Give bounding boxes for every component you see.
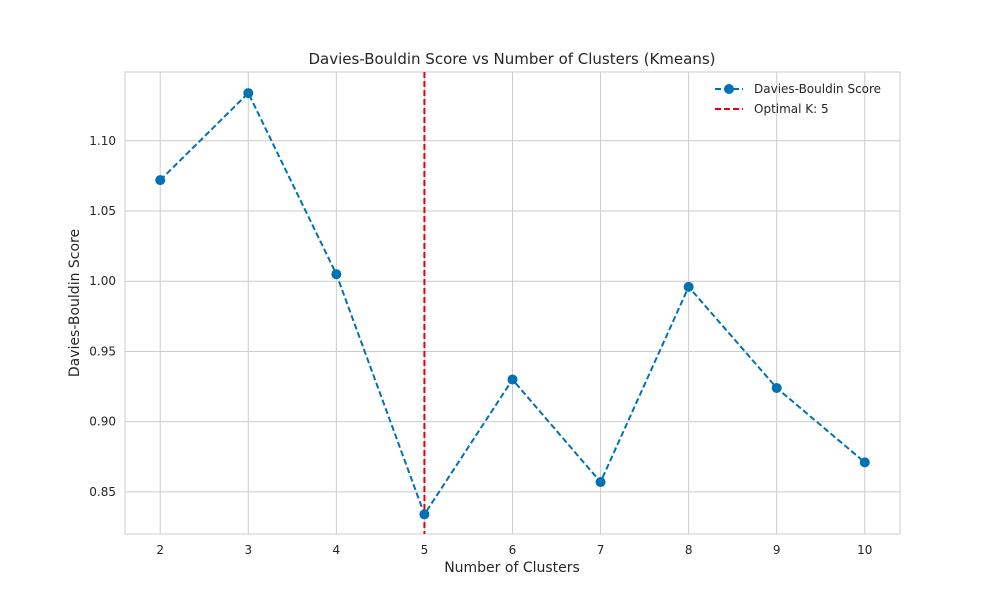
x-tick-label: 2 [156, 543, 164, 557]
x-tick-label: 8 [685, 543, 693, 557]
data-point [771, 382, 782, 393]
x-axis: 2 3 4 5 6 7 8 9 10 [156, 543, 872, 557]
legend-label-optimal: Optimal K: 5 [754, 102, 829, 116]
y-tick-label: 0.95 [89, 344, 116, 358]
legend-label-score: Davies-Bouldin Score [754, 82, 881, 96]
data-point [155, 175, 166, 186]
data-point [859, 457, 870, 468]
data-point [331, 269, 342, 280]
x-tick-label: 6 [509, 543, 517, 557]
data-point [419, 509, 430, 520]
x-tick-label: 10 [857, 543, 872, 557]
data-point [243, 88, 254, 99]
data-point [683, 281, 694, 292]
x-tick-label: 9 [773, 543, 781, 557]
series-layer [155, 88, 870, 520]
y-axis: 0.85 0.90 0.95 1.00 1.05 1.10 [89, 134, 116, 499]
data-point [507, 374, 518, 385]
legend-marker-score [724, 84, 734, 94]
x-tick-label: 3 [244, 543, 252, 557]
x-tick-label: 7 [597, 543, 605, 557]
data-point [595, 477, 606, 488]
plot-area [124, 71, 901, 535]
chart-title: Davies-Bouldin Score vs Number of Cluste… [308, 50, 715, 68]
legend: Davies-Bouldin Score Optimal K: 5 [715, 82, 881, 116]
y-tick-label: 0.90 [89, 415, 116, 429]
x-axis-title: Number of Clusters [444, 560, 580, 576]
y-tick-label: 0.85 [89, 485, 116, 499]
y-tick-label: 1.00 [89, 274, 116, 288]
y-axis-title: Davies-Bouldin Score [67, 229, 83, 377]
grid [125, 72, 900, 534]
x-tick-label: 5 [421, 543, 429, 557]
y-tick-label: 1.10 [89, 134, 116, 148]
y-tick-label: 1.05 [89, 204, 116, 218]
x-tick-label: 4 [333, 543, 341, 557]
